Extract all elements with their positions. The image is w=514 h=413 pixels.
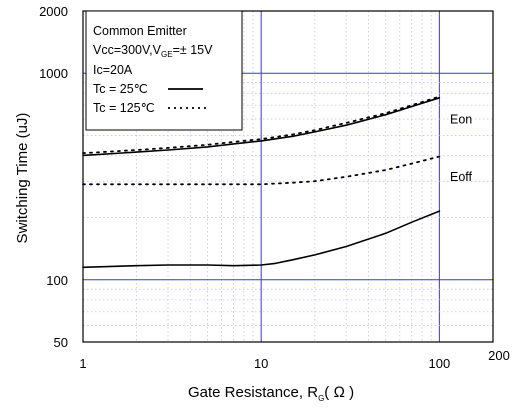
- legend-entry-125c: Tc = 125℃: [93, 101, 155, 115]
- y-tick-label: 50: [54, 335, 68, 350]
- series-eoff-dotted-line: [82, 155, 441, 186]
- series-eon-solid-line: [82, 97, 441, 157]
- x-tick-label: 100: [429, 356, 451, 371]
- y-axis-title: Switching Time (uJ): [14, 113, 31, 244]
- y-tick-label: 2000: [39, 4, 68, 19]
- legend-vcc: Vcc=300V,VGE=± 15V: [93, 43, 213, 59]
- y-tick-label: 1000: [39, 66, 68, 81]
- legend: Common Emitter Vcc=300V,VGE=± 15V Ic=20A…: [85, 10, 243, 131]
- x-axis-title: Gate Resistance, RG( Ω ): [188, 384, 354, 403]
- legend-box: [85, 10, 243, 131]
- legend-line-1: Common Emitter: [93, 24, 187, 38]
- tick-labels: 1 10 100 200 50 100 1000 2000: [39, 4, 510, 371]
- legend-line-3: Ic=20A: [93, 63, 133, 77]
- x-tick-label: 10: [254, 356, 268, 371]
- x-tick-label: 1: [79, 356, 86, 371]
- x-tick-label: 200: [488, 348, 510, 363]
- plot-frame: [82, 10, 494, 343]
- curve-labels: Eon Eoff: [450, 113, 473, 185]
- series-lines: [82, 95, 441, 269]
- legend-entry-25c: Tc = 25℃: [93, 82, 148, 96]
- curve-label-eon: Eon: [450, 113, 472, 127]
- curve-label-eoff: Eoff: [450, 170, 473, 184]
- series-eon-dotted-line: [82, 95, 441, 155]
- y-tick-label: 100: [46, 273, 68, 288]
- series-eoff-solid-line: [82, 210, 441, 269]
